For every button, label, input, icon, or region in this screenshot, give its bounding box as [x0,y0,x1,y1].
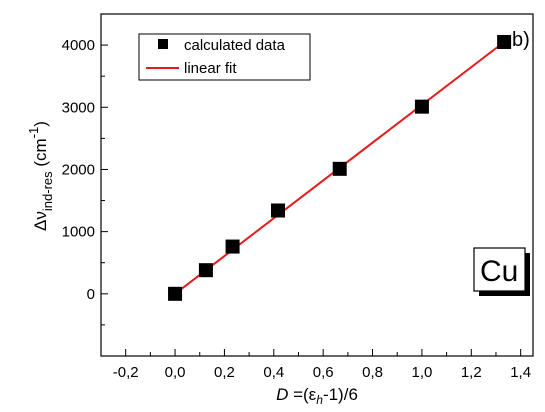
x-tick-label: 0,4 [263,364,284,381]
x-tick-label: -0,2 [113,364,139,381]
x-tick-label: 0,6 [313,364,334,381]
legend: calculated data linear fit [138,33,311,81]
legend-marker-square [158,39,168,49]
y-ticks: 0 1000 2000 3000 4000 [62,13,108,326]
data-point-marker [198,263,213,278]
y-tick-label: 2000 [62,161,95,178]
x-tick-label: 1,0 [411,364,432,381]
data-point-marker [168,286,183,301]
legend-label-calculated-data: calculated data [184,37,286,54]
data-markers-layer [168,34,512,301]
element-label-box: Cu [473,247,530,296]
y-tick-label: 3000 [62,99,95,116]
data-point-marker [332,161,347,176]
x-tick-label: 0,8 [362,364,383,381]
x-tick-label: 0,0 [165,364,186,381]
data-point-marker [497,34,512,49]
x-ticks: -0,2 0,0 0,2 0,4 0,6 0,8 1,0 1,2 1,4 [113,349,531,381]
x-tick-label: 0,2 [214,364,235,381]
data-point-marker [414,99,429,114]
y-axis-title: Δνind-res (cm-1) [26,121,55,231]
data-point-marker [225,239,240,254]
y-tick-label: 4000 [62,37,95,54]
element-label: Cu [480,255,518,288]
x-tick-label: 1,2 [461,364,482,381]
legend-label-linear-fit: linear fit [184,60,237,77]
x-tick-label: 1,4 [510,364,531,381]
element-label-frame [473,247,526,292]
panel-label: b) [512,29,530,51]
y-tick-label: 1000 [62,224,95,241]
data-point-marker [270,203,285,218]
x-axis-title: D =(εh-1)/6 [276,385,358,407]
plot-frame [100,13,534,357]
y-tick-label: 0 [87,286,95,303]
